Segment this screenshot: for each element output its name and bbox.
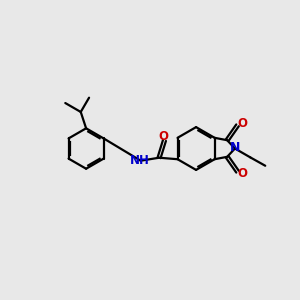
Text: O: O — [238, 167, 248, 180]
Text: O: O — [158, 130, 168, 143]
Text: NH: NH — [130, 154, 149, 167]
Text: O: O — [238, 117, 248, 130]
Text: N: N — [230, 141, 241, 154]
